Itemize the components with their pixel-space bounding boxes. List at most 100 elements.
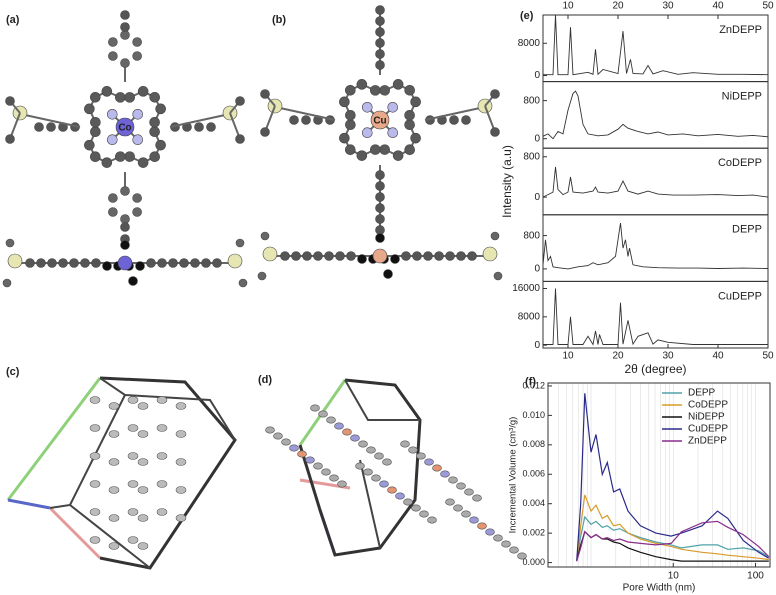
atom bbox=[375, 181, 385, 191]
x-tick-label: 50 bbox=[762, 1, 774, 12]
atom bbox=[445, 251, 455, 261]
atom bbox=[291, 251, 301, 261]
atom bbox=[345, 110, 356, 121]
atom bbox=[424, 458, 434, 466]
atom bbox=[137, 514, 149, 522]
atom bbox=[124, 92, 135, 103]
x-tick-label: 10 bbox=[562, 351, 574, 362]
y-tick-label: 0 bbox=[534, 340, 540, 351]
atom bbox=[58, 258, 68, 268]
atom bbox=[461, 510, 471, 518]
atom bbox=[120, 222, 130, 232]
y-tick-label: 800 bbox=[523, 95, 540, 106]
atom bbox=[128, 276, 138, 286]
atom bbox=[371, 474, 381, 482]
atom bbox=[227, 253, 243, 269]
atom bbox=[490, 127, 500, 137]
y-axis-label: Incremental Volume (cm³/g) bbox=[508, 417, 519, 534]
atom bbox=[90, 117, 101, 128]
atom bbox=[108, 51, 118, 61]
atom bbox=[485, 528, 495, 536]
metal-label: Co bbox=[118, 123, 131, 134]
atom bbox=[5, 134, 15, 144]
atom bbox=[108, 37, 118, 47]
atom bbox=[132, 193, 142, 203]
x-tick-label: 10 bbox=[562, 1, 574, 12]
atom bbox=[310, 404, 320, 412]
atom bbox=[260, 127, 270, 137]
atom bbox=[375, 233, 385, 243]
atom bbox=[289, 115, 299, 125]
atom bbox=[375, 38, 385, 48]
atom bbox=[404, 110, 415, 121]
x-axis-label: Pore Width (nm) bbox=[623, 583, 696, 594]
atom bbox=[132, 108, 144, 120]
atom bbox=[127, 424, 139, 432]
atom bbox=[355, 462, 365, 470]
atom bbox=[313, 462, 323, 470]
atom bbox=[190, 258, 200, 268]
atom bbox=[265, 426, 275, 434]
panel-label: (b) bbox=[272, 14, 286, 26]
atom bbox=[120, 10, 130, 20]
atom bbox=[370, 144, 381, 155]
bond bbox=[169, 114, 226, 128]
atom bbox=[345, 144, 356, 155]
atom bbox=[46, 122, 56, 132]
atom bbox=[334, 422, 344, 430]
atom bbox=[90, 151, 101, 162]
atom bbox=[281, 438, 291, 446]
atom bbox=[156, 424, 168, 432]
atom bbox=[345, 119, 356, 130]
x-tick-label: 20 bbox=[612, 351, 624, 362]
atom bbox=[235, 96, 245, 106]
atom bbox=[7, 253, 23, 269]
legend-label: DEPP bbox=[688, 388, 716, 399]
atom bbox=[238, 278, 248, 288]
atom bbox=[137, 402, 149, 410]
atom bbox=[84, 139, 95, 151]
atom bbox=[149, 126, 160, 137]
y-tick-label: 0.010 bbox=[522, 410, 545, 420]
atom bbox=[115, 92, 126, 103]
y-tick-label: 0 bbox=[534, 133, 540, 144]
atom bbox=[432, 464, 442, 472]
atom bbox=[235, 238, 245, 248]
atom bbox=[342, 428, 352, 436]
panel-label: (e) bbox=[520, 10, 534, 22]
atom bbox=[108, 207, 118, 217]
atom bbox=[404, 85, 415, 96]
atom bbox=[127, 480, 139, 488]
atom bbox=[356, 150, 368, 161]
series-line bbox=[576, 494, 769, 562]
atom bbox=[260, 231, 270, 241]
y-tick-label: 0.012 bbox=[522, 380, 545, 390]
series-name: ZnDEPP bbox=[719, 24, 762, 36]
bond bbox=[424, 107, 481, 121]
atom bbox=[400, 440, 410, 448]
atom bbox=[149, 117, 160, 128]
atom bbox=[137, 157, 149, 168]
atom bbox=[84, 103, 95, 115]
atom bbox=[34, 122, 44, 132]
atom bbox=[517, 552, 527, 560]
atom bbox=[297, 450, 307, 458]
atom bbox=[501, 540, 511, 548]
axis-c bbox=[7, 498, 51, 510]
atom bbox=[175, 458, 187, 466]
y-tick-label: 0 bbox=[534, 70, 540, 81]
x-tick-label: 30 bbox=[662, 351, 674, 362]
atom bbox=[490, 231, 500, 241]
atom bbox=[106, 108, 118, 120]
y-tick-label: 16000 bbox=[512, 283, 540, 294]
y-tick-label: 0.006 bbox=[522, 469, 545, 479]
y-tick-label: 0.004 bbox=[522, 498, 545, 508]
atom bbox=[337, 480, 347, 488]
atom bbox=[124, 151, 135, 162]
xrd-line bbox=[543, 288, 768, 346]
atom bbox=[387, 486, 397, 494]
atom bbox=[375, 27, 385, 37]
metal-label: Cu bbox=[373, 116, 386, 127]
atom bbox=[387, 101, 399, 113]
legend-label: ZnDEPP bbox=[688, 436, 727, 447]
